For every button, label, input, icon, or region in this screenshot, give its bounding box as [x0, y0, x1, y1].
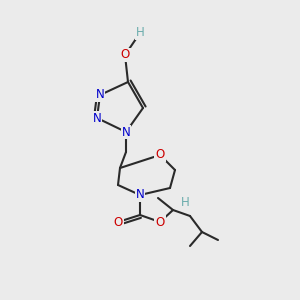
Text: O: O	[155, 148, 165, 161]
Text: O: O	[113, 215, 123, 229]
Text: N: N	[122, 125, 130, 139]
Text: N: N	[93, 112, 101, 124]
Text: N: N	[136, 188, 144, 202]
Text: H: H	[136, 26, 144, 40]
Text: O: O	[120, 49, 130, 62]
Text: N: N	[96, 88, 104, 101]
Text: H: H	[181, 196, 189, 208]
Text: O: O	[155, 215, 165, 229]
